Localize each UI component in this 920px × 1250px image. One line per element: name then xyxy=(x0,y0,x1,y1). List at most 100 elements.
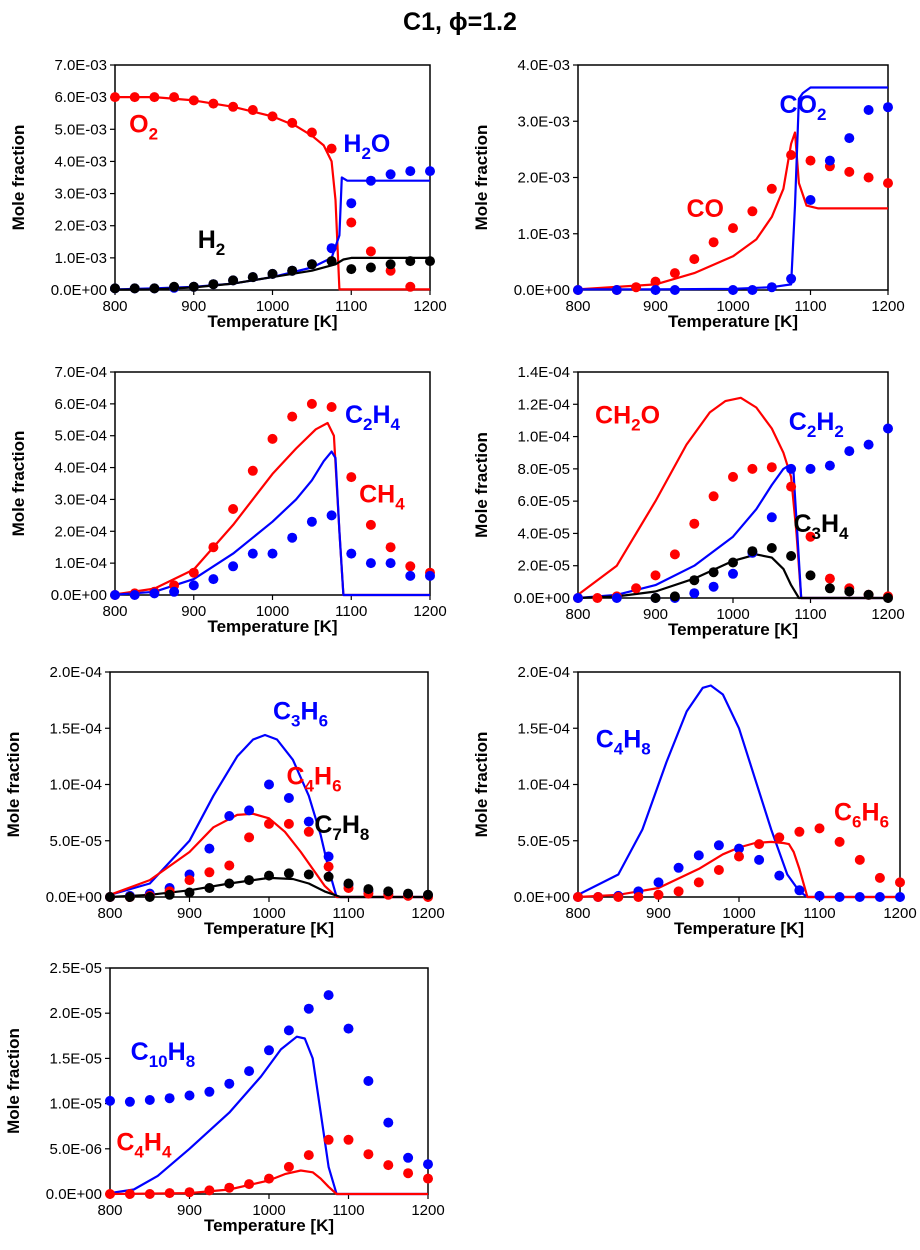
x-tick-label: 900 xyxy=(643,298,668,315)
figure-title: C1, ϕ=1.2 xyxy=(403,8,517,36)
data-point-ch2o-exp xyxy=(669,549,680,560)
data-point-o2-exp xyxy=(287,117,298,128)
data-point-c6h6-exp xyxy=(734,851,744,862)
species-subscript: 2 xyxy=(817,105,826,124)
data-point-c4h4-exp xyxy=(244,1179,255,1190)
species-label: CO xyxy=(687,195,725,223)
y-tick-label: 4.0E-03 xyxy=(54,153,107,170)
data-point-c4h8-exp xyxy=(653,877,664,888)
data-point-co-exp xyxy=(883,178,893,189)
data-point-c4h8-exp xyxy=(673,862,684,873)
x-tick-label: 800 xyxy=(97,905,122,922)
data-point-c3h6-exp xyxy=(204,843,215,854)
x-tick-label: 900 xyxy=(177,905,202,922)
data-point-h2o-exp xyxy=(425,166,435,177)
data-point-c4h4-exp xyxy=(124,1189,135,1199)
model-line-c7h8-model xyxy=(109,876,428,899)
x-tick-label: 1100 xyxy=(335,298,367,315)
data-point-h2-exp xyxy=(326,256,337,267)
x-tick-label: 1100 xyxy=(794,606,826,623)
x-tick-label: 800 xyxy=(565,298,590,315)
species-text: C xyxy=(286,763,304,791)
data-point-c7h8-exp xyxy=(363,884,374,895)
chart-panel-p3: 0.0E+00 1.0E-04 2.0E-04 3.0E-04 4.0E-04 5.0E-… xyxy=(9,364,447,636)
species-text: C xyxy=(131,1038,149,1066)
data-point-c6h6-exp xyxy=(693,877,704,888)
species-subscript: 6 xyxy=(319,711,328,730)
data-point-ch4-exp xyxy=(188,567,199,578)
data-point-c4h4-exp xyxy=(144,1189,155,1199)
species-label: H2O xyxy=(343,130,390,163)
x-axis-label: Temperature [K] xyxy=(207,617,337,636)
species-subscript: 4 xyxy=(305,777,315,796)
data-point-co-exp xyxy=(786,150,797,160)
species-subscript: 2 xyxy=(807,422,816,441)
data-point-c4h6-exp xyxy=(204,867,215,878)
data-point-c2h4-exp xyxy=(247,548,258,559)
species-text: C xyxy=(834,799,852,827)
data-point-c2h4-exp xyxy=(149,588,160,599)
data-point-c4h8-exp xyxy=(693,850,704,861)
data-point-ch4-exp xyxy=(385,542,396,553)
data-point-ch4-exp xyxy=(405,561,416,572)
data-point-c3h4-exp xyxy=(669,591,680,602)
y-tick-label: 0.0E+00 xyxy=(46,1186,102,1203)
species-text: CO xyxy=(687,195,725,223)
data-point-co2-exp xyxy=(669,285,680,295)
model-line-c2h4-model xyxy=(114,450,430,597)
data-point-c4h4-exp xyxy=(105,1189,115,1199)
data-point-c4h6-exp xyxy=(244,832,255,843)
data-point-co2-exp xyxy=(728,285,738,295)
y-tick-label: 1.0E-04 xyxy=(49,777,102,794)
data-point-c6h6-exp xyxy=(754,839,765,850)
data-point-c6h6-exp xyxy=(895,877,905,888)
x-tick-label: 800 xyxy=(102,298,127,315)
data-point-h2o-exp xyxy=(346,198,357,209)
data-point-h2o-exp xyxy=(326,243,337,254)
data-point-ch2o-exp xyxy=(650,570,661,581)
data-point-c10h8-exp xyxy=(144,1095,155,1105)
data-point-c2h2-exp xyxy=(708,581,719,592)
data-point-co-exp xyxy=(805,155,816,166)
data-point-c6h6-exp xyxy=(673,886,684,897)
data-point-c4h6-exp xyxy=(323,861,334,872)
chart-panel-p5: 0.0E+00 5.0E-05 1.0E-04 1.5E-04 2.0E-04 800 90… xyxy=(4,664,445,938)
y-tick-label: 3.0E-04 xyxy=(54,491,107,508)
data-point-ch4-exp xyxy=(208,542,219,553)
data-point-co-exp xyxy=(863,172,874,183)
data-point-c3h4-exp xyxy=(805,570,816,581)
species-subscript: 8 xyxy=(186,1052,195,1071)
species-text: C xyxy=(314,811,332,839)
y-axis-label: Mole fraction xyxy=(472,732,491,838)
y-tick-label: 5.0E-03 xyxy=(54,121,107,138)
x-axis-label: Temperature [K] xyxy=(674,919,804,938)
data-point-c10h8-exp xyxy=(283,1025,294,1036)
data-point-c4h6-exp xyxy=(303,826,314,837)
x-tick-label: 1000 xyxy=(252,905,285,922)
y-tick-label: 3.0E-03 xyxy=(54,186,107,203)
data-point-h2-exp xyxy=(405,256,416,267)
data-point-co2-exp xyxy=(766,282,777,293)
data-point-o2-exp xyxy=(346,217,357,228)
y-tick-label: 1.0E-04 xyxy=(54,555,107,572)
data-point-c7h8-exp xyxy=(105,892,115,902)
data-point-co-exp xyxy=(766,183,777,194)
species-label: C2H4 xyxy=(345,401,401,434)
data-point-c2h4-exp xyxy=(188,580,199,591)
species-subscript: 4 xyxy=(614,739,624,758)
data-point-c10h8-exp xyxy=(224,1078,235,1089)
data-point-c3h4-exp xyxy=(708,567,719,578)
model-line-c4h4-model xyxy=(109,1169,428,1196)
model-line-c4h6-model xyxy=(109,812,428,899)
data-point-ch2o-exp xyxy=(786,481,797,492)
y-tick-label: 2.0E-04 xyxy=(49,664,102,681)
data-point-c3h4-exp xyxy=(728,557,738,568)
x-tick-label: 1000 xyxy=(716,606,749,623)
y-tick-label: 4.0E-03 xyxy=(517,57,570,74)
data-point-c7h8-exp xyxy=(343,878,354,889)
species-label: CO2 xyxy=(780,91,827,124)
data-point-h2-exp xyxy=(267,268,278,279)
species-text: O xyxy=(371,130,390,158)
chart-panel-p6: 0.0E+00 5.0E-05 1.0E-04 1.5E-04 2.0E-04 800 90… xyxy=(472,664,917,938)
data-point-c7h8-exp xyxy=(264,870,274,881)
